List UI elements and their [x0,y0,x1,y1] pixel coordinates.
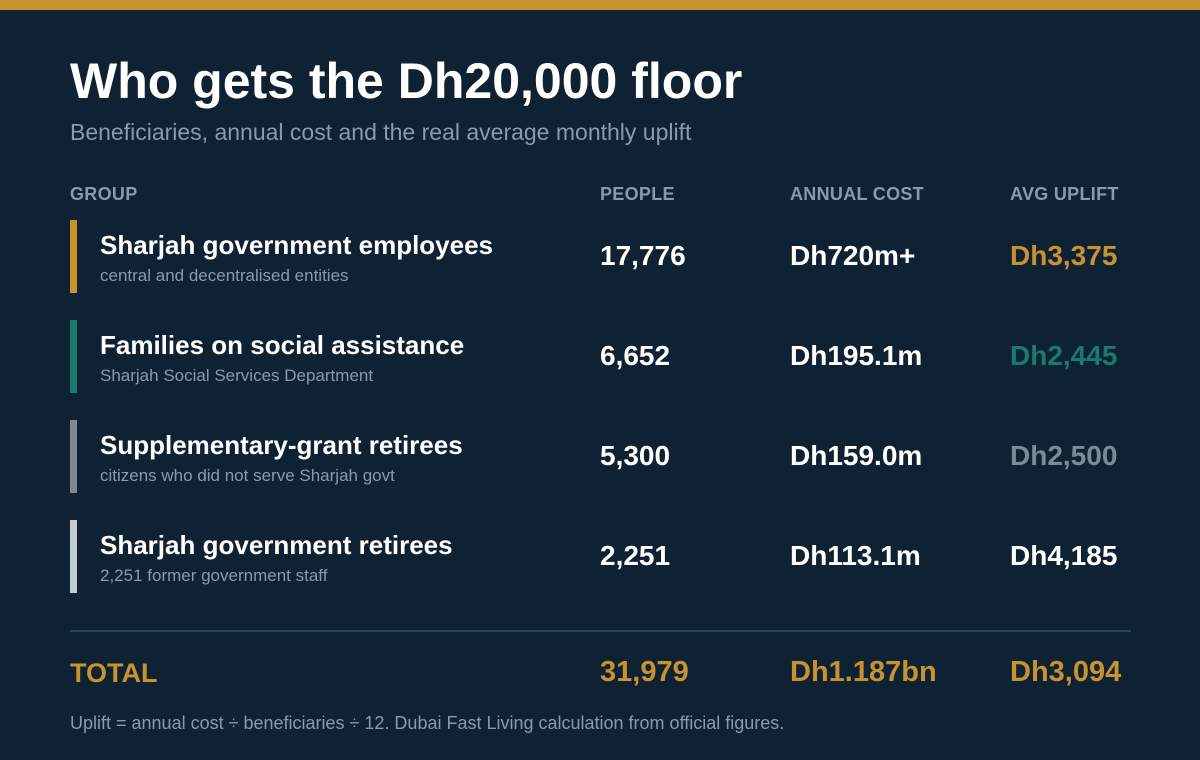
top-accent-bar [0,0,1200,10]
row-avg-uplift: Dh4,185 [1010,540,1118,571]
table-row: Sharjah government retirees 2,251 former… [0,520,1200,594]
row-avg-uplift: Dh3,375 [1010,240,1118,271]
row-annual-cost: Dh113.1m [790,540,921,571]
row-avg-uplift: Dh2,500 [1010,440,1118,471]
column-header-annual-cost: ANNUAL COST [790,184,924,204]
row-people: 2,251 [600,540,671,571]
footnote: Uplift = annual cost ÷ beneficiaries ÷ 1… [70,713,785,733]
row-color-bar [70,420,77,493]
row-people: 5,300 [600,440,671,471]
row-color-bar [70,320,77,393]
total-avg-uplift: Dh3,094 [1010,656,1122,688]
table-row: Sharjah government employees central and… [0,220,1200,294]
row-people: 6,652 [600,340,671,371]
table-row: Families on social assistance Sharjah So… [0,320,1200,394]
row-group-name: Supplementary-grant retirees [100,430,463,460]
row-group-name: Sharjah government employees [100,230,494,260]
row-avg-uplift: Dh2,445 [1010,340,1118,371]
row-people: 17,776 [600,240,686,271]
total-label: TOTAL [70,658,158,688]
table-row: Supplementary-grant retirees citizens wh… [0,420,1200,494]
row-annual-cost: Dh195.1m [790,340,923,371]
row-color-bar [70,220,77,293]
row-group-name: Families on social assistance [100,330,465,360]
column-header-avg-uplift: AVG UPLIFT [1010,184,1119,204]
row-group-description: 2,251 former government staff [100,566,328,585]
row-color-bar [70,520,77,593]
total-annual-cost: Dh1.187bn [790,656,937,688]
row-group-description: central and decentralised entities [100,266,349,285]
column-header-people: PEOPLE [600,184,675,204]
page-subtitle: Beneficiaries, annual cost and the real … [70,119,692,145]
total-people: 31,979 [600,656,689,688]
row-annual-cost: Dh720m+ [790,240,916,271]
page-title: Who gets the Dh20,000 floor [70,53,743,109]
column-header-group: GROUP [70,184,138,204]
row-group-name: Sharjah government retirees [100,530,453,560]
row-annual-cost: Dh159.0m [790,440,923,471]
total-divider [70,630,1131,632]
row-group-description: Sharjah Social Services Department [100,366,374,385]
row-group-description: citizens who did not serve Sharjah govt [100,466,395,485]
